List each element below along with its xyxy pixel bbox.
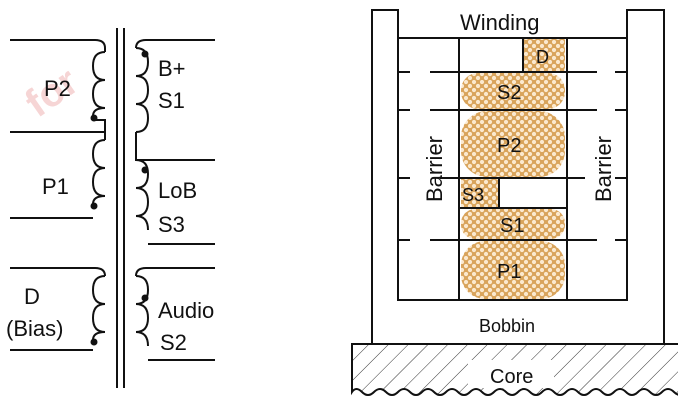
winding-p1 (461, 241, 565, 299)
winding-label-s1: S1 (500, 215, 524, 237)
winding-blocks (461, 39, 565, 299)
winding-label-s3: S3 (462, 185, 484, 205)
label-p2: P2 (44, 76, 71, 101)
winding-label-s2: S2 (497, 82, 521, 104)
winding-s1 (461, 209, 565, 239)
label-lob: LoB (158, 178, 197, 203)
winding-label-p1: P1 (497, 261, 521, 283)
schematic (10, 28, 215, 388)
label-s1: S1 (158, 88, 185, 113)
label-bias: (Bias) (6, 316, 63, 341)
winding-label-p2: P2 (497, 135, 521, 157)
winding-label-d: D (536, 47, 549, 67)
core-block (351, 343, 678, 396)
label-bplus: B+ (158, 56, 186, 81)
polarity-dots (90, 50, 149, 346)
winding-p2 (461, 111, 565, 177)
winding-d (523, 39, 565, 72)
label-d: D (24, 284, 40, 309)
label-s2: S2 (160, 330, 187, 355)
core-label: Core (490, 366, 533, 388)
winding-s3 (461, 179, 499, 207)
barrier-left-label: Barrier (422, 136, 447, 202)
winding-title: Winding (460, 10, 539, 35)
barrier-right-label: Barrier (591, 136, 616, 202)
label-s3: S3 (158, 212, 185, 237)
winding-s2 (461, 73, 565, 109)
bobbin-label: Bobbin (479, 316, 535, 336)
label-audio: Audio (158, 298, 214, 323)
label-p1: P1 (42, 174, 69, 199)
